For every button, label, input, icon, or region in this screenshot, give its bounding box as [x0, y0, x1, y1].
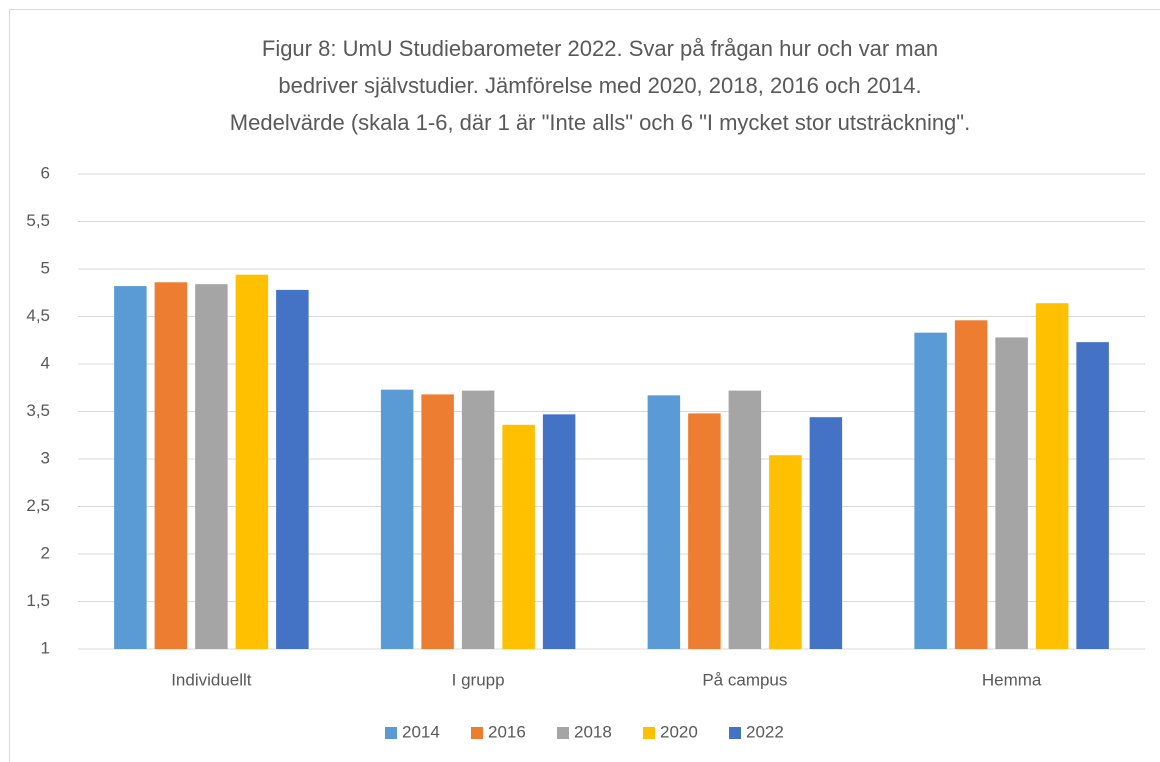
legend-swatch	[471, 727, 483, 739]
legend-label: 2014	[402, 722, 440, 741]
chart-title-line: Medelvärde (skala 1-6, där 1 är "Inte al…	[230, 110, 970, 135]
y-tick-label: 5	[41, 258, 50, 277]
legend-swatch	[385, 727, 397, 739]
bar	[276, 289, 309, 649]
bar	[995, 337, 1028, 649]
legend-swatch	[729, 727, 741, 739]
legend-label: 2020	[660, 722, 698, 741]
bar	[195, 284, 228, 649]
chart-title-line: Figur 8: UmU Studiebarometer 2022. Svar …	[262, 36, 938, 61]
x-tick-label: I grupp	[452, 670, 505, 689]
legend-swatch	[643, 727, 655, 739]
x-tick-label: Hemma	[982, 670, 1042, 689]
y-tick-label: 5,5	[26, 211, 50, 230]
bar	[1035, 303, 1069, 649]
y-tick-label: 1	[41, 638, 50, 657]
bar	[114, 286, 147, 649]
x-tick-label: Individuellt	[171, 670, 252, 689]
y-tick-label: 2	[41, 543, 50, 562]
legend-label: 2016	[488, 722, 526, 741]
y-tick-label: 6	[41, 163, 50, 182]
y-tick-label: 1,5	[26, 591, 50, 610]
bar	[769, 455, 802, 649]
bar	[154, 282, 188, 649]
legend-swatch	[557, 727, 569, 739]
bar	[688, 413, 721, 649]
y-tick-label: 4,5	[26, 306, 50, 325]
bar	[728, 390, 762, 649]
bar	[914, 332, 947, 649]
x-tick-label: På campus	[702, 670, 787, 689]
bar	[502, 424, 535, 649]
y-tick-label: 2,5	[26, 496, 50, 515]
bar	[809, 417, 843, 649]
bar	[380, 389, 414, 649]
y-tick-label: 3,5	[26, 401, 50, 420]
bar	[1076, 342, 1109, 649]
bar	[235, 274, 269, 649]
chart-title-line: bedriver självstudier. Jämförelse med 20…	[278, 73, 921, 98]
y-tick-label: 3	[41, 448, 50, 467]
bar	[954, 320, 988, 649]
y-tick-label: 4	[41, 353, 50, 372]
bar	[421, 394, 454, 649]
legend-label: 2022	[746, 722, 784, 741]
bar	[647, 395, 681, 649]
legend-label: 2018	[574, 722, 612, 741]
bar	[461, 390, 495, 649]
bar	[542, 414, 576, 649]
